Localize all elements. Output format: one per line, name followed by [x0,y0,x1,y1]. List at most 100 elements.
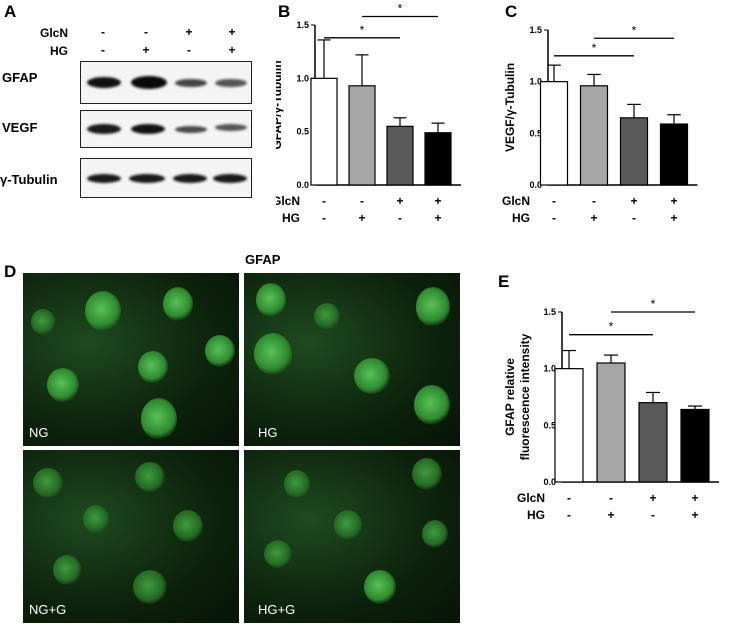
y-tick-label: 1.5 [296,20,309,30]
chart-vegf-western: 0.0 0.5 1.0 1.5 VEGF/γ-Tubulin - - - + + - + + GlcN HG… [502,23,698,225]
hg-sign: - [552,211,556,225]
micrograph-hg-g: HG+G [243,449,461,624]
bar [619,117,649,186]
blot-row-label-tubulin: γ-Tubulin [0,172,58,187]
y-tick-label: 0.0 [296,180,309,190]
y-tick-label: 1.5 [543,307,556,317]
chart-gfap-intensity: 0.0 0.5 1.0 1.5 GFAP relative fluorescence in… [503,297,719,522]
cell-nucleus [412,458,442,490]
cell-nucleus [334,510,362,540]
hg-sign: - [651,508,655,522]
hg-sign: - [398,211,402,225]
glcn-sign: + [434,194,441,208]
y-tick-label: 1.5 [529,25,542,35]
blot-band [87,124,121,134]
y-axis-label: VEGF/γ-Tubulin [503,63,517,152]
significance-star: * [632,23,637,37]
significance-star: * [398,1,403,15]
blot-band [87,77,121,88]
glcn-sign: - [567,491,571,505]
glcn-sign: - [360,194,364,208]
blot-row-label-gfap: GFAP [2,70,38,85]
cell-nucleus [254,333,292,375]
hg-label: HG [282,211,300,225]
y-axis-label: GFAP relative [503,358,517,436]
blot-strip-gfap [80,61,252,104]
y-tick-label: 0.0 [543,477,556,487]
blot-band [87,174,121,183]
cell-nucleus [141,398,177,440]
glcn-sign: - [609,491,613,505]
micrograph-ng-g: NG+G [22,449,240,624]
blot-hg-sign: - [187,43,191,57]
panel-label-b: B [278,2,291,21]
cell-nucleus [422,520,448,548]
blot-band [213,174,247,183]
hg-label: HG [512,211,530,225]
hg-sign: + [358,211,365,225]
significance-star: * [360,23,365,37]
blot-strip-tubulin [80,158,252,198]
glcn-label: GlcN [502,194,530,208]
blot-band [175,126,207,133]
blot-band [129,174,165,183]
cell-nucleus [354,358,390,394]
micrograph-hg: HG [243,272,461,447]
bar [310,77,338,186]
y-tick-label: 0.5 [543,420,556,430]
bar [424,132,452,186]
blot-glcn-sign: - [101,25,105,39]
hg-sign: - [567,508,571,522]
cell-nucleus [83,505,109,533]
micrograph-label-hg-g: HG+G [258,602,296,617]
cell-nucleus [163,287,193,321]
micrograph-label-ng-g: NG+G [29,602,67,617]
cell-nucleus [85,291,121,331]
bar [659,123,689,186]
y-tick-label: 0.5 [529,128,542,138]
glcn-sign: - [552,194,556,208]
glcn-sign: - [592,194,596,208]
glcn-sign: + [670,194,677,208]
chart-gfap-western: 0.0 0.5 1.0 1.5 GFAP/γ-Tubulin - - - + + - + + GlcN HG… [276,1,461,225]
blot-glcn-sign: + [228,25,236,39]
panel-label-d: D [4,262,17,281]
cell-nucleus [173,510,203,542]
micrograph-title: GFAP [245,252,281,267]
cell-nucleus [416,287,450,327]
blot-strip-vegf [80,110,252,148]
bar [596,362,626,483]
y-tick-label: 0.5 [296,127,309,137]
y-tick-label: 1.0 [529,77,542,87]
hg-sign: + [590,211,597,225]
bar [348,85,376,186]
glcn-label: GlcN [276,194,300,208]
blot-glcn-label: GlcN [40,26,69,40]
hg-sign: + [434,211,441,225]
blot-hg-sign: + [142,43,150,57]
glcn-sign: + [649,491,656,505]
blot-band [131,124,165,134]
blot-band [173,174,207,183]
cell-nucleus [256,283,286,317]
hg-sign: - [632,211,636,225]
bar [554,368,584,483]
cell-nucleus [53,555,81,585]
bar [638,402,668,483]
cell-nucleus [133,570,167,604]
cell-nucleus [138,351,168,383]
hg-label: HG [527,508,545,522]
y-tick-label: 1.0 [543,364,556,374]
cell-nucleus [284,470,310,498]
cell-nucleus [414,385,450,425]
blot-band [215,124,247,131]
glcn-sign: + [396,194,403,208]
bar [386,125,414,186]
hg-sign: + [691,508,698,522]
bar [680,408,710,483]
blot-band [131,76,167,89]
glcn-sign: - [322,194,326,208]
blot-hg-label: HG [50,44,68,58]
blot-band [175,79,207,87]
cell-nucleus [205,335,235,367]
